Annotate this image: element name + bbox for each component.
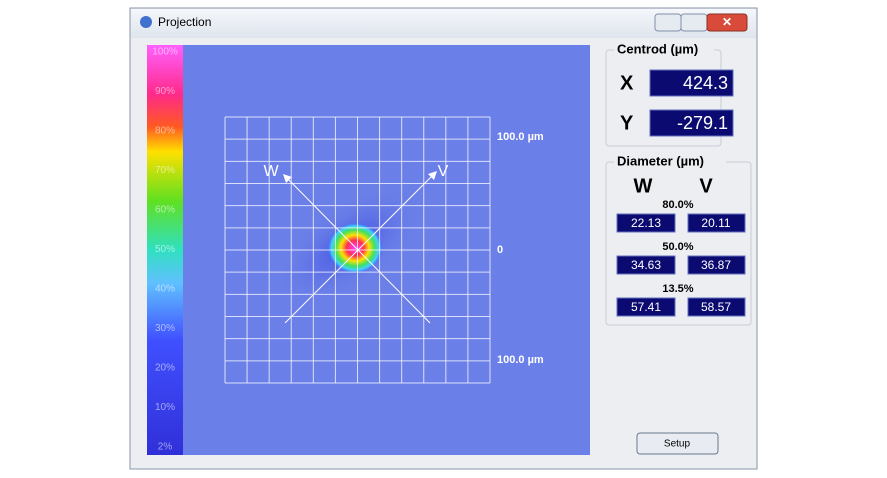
w-column: W xyxy=(634,175,653,197)
colorbar-label: 10% xyxy=(155,402,175,413)
group-title-bg xyxy=(614,42,714,58)
title-bar xyxy=(131,9,756,38)
v-label: V xyxy=(438,163,449,180)
w-value-box xyxy=(616,255,676,275)
setup-label: Setup xyxy=(664,439,691,450)
colorbar-label: 80% xyxy=(155,126,175,137)
colorbar xyxy=(147,45,183,455)
x-label: X xyxy=(620,72,634,94)
v-value-box xyxy=(687,297,746,317)
group-title-bg xyxy=(614,154,726,170)
level-label: 50.0% xyxy=(662,241,693,253)
x-value-box xyxy=(649,69,734,97)
w-value: 22.13 xyxy=(631,216,661,230)
v-value-box xyxy=(687,213,746,233)
colorbar-label: 90% xyxy=(155,86,175,97)
w-axis xyxy=(284,175,431,324)
scale-center: 0 xyxy=(497,244,503,256)
scale-bottom: 100.0 µm xyxy=(497,354,544,366)
colorbar-label: 70% xyxy=(155,165,175,176)
v-column: V xyxy=(699,175,713,197)
minimize-button[interactable] xyxy=(654,13,682,32)
setup-button[interactable] xyxy=(636,432,719,455)
v-axis xyxy=(284,172,436,324)
colorbar-label: 60% xyxy=(155,205,175,216)
x-value: 424.3 xyxy=(683,73,728,93)
colorbar-label: 2% xyxy=(158,442,173,453)
w-value-box xyxy=(616,213,676,233)
y-label: Y xyxy=(620,112,634,134)
scale-top: 100.0 µm xyxy=(497,131,544,143)
colorbar-label: 20% xyxy=(155,363,175,374)
v-arrow xyxy=(428,171,437,180)
w-arrow xyxy=(283,174,292,183)
colorbar-label: 50% xyxy=(155,244,175,255)
maximize-button[interactable] xyxy=(680,13,708,32)
level-label: 80.0% xyxy=(662,199,693,211)
colorbar-label: 40% xyxy=(155,284,175,295)
app-icon xyxy=(140,16,152,28)
level-label: 13.5% xyxy=(662,283,693,295)
grid xyxy=(224,116,491,384)
close-icon: ✕ xyxy=(722,15,732,29)
v-value: 36.87 xyxy=(701,258,731,272)
colorbar-label: 100% xyxy=(152,47,178,58)
centroid-title: Centrod (µm) xyxy=(617,41,698,56)
close-button[interactable] xyxy=(706,13,748,32)
v-value-box xyxy=(687,255,746,275)
w-value: 57.41 xyxy=(631,300,661,314)
w-value-box xyxy=(616,297,676,317)
v-value: 20.11 xyxy=(701,216,730,230)
y-value: -279.1 xyxy=(677,113,728,133)
y-value-box xyxy=(649,109,734,137)
w-label: W xyxy=(263,163,279,180)
w-value: 34.63 xyxy=(631,258,661,272)
diameter-title: Diameter (µm) xyxy=(617,153,704,168)
colorbar-label: 30% xyxy=(155,323,175,334)
window-title: Projection xyxy=(158,15,211,29)
v-value: 58.57 xyxy=(701,300,731,314)
